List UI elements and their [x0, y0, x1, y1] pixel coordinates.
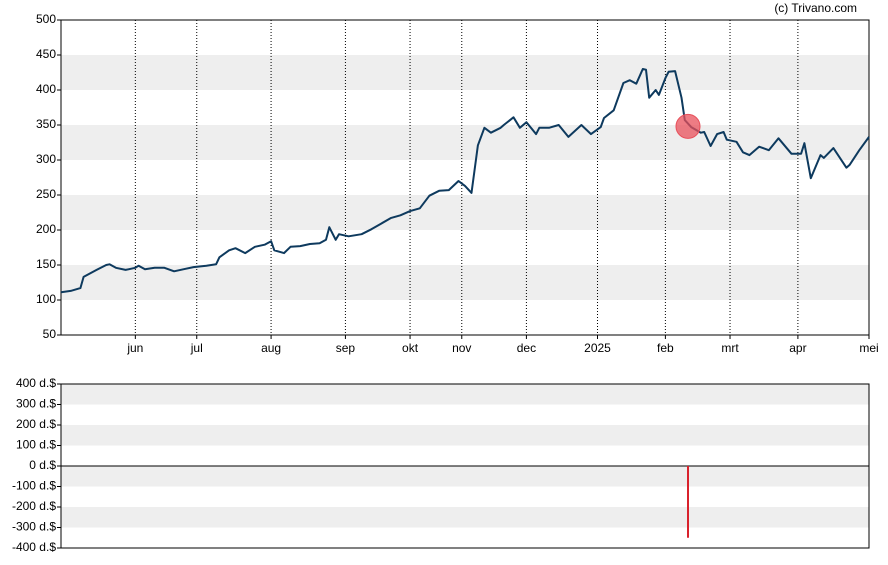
band: [61, 425, 869, 446]
x-tick-label: sep: [336, 341, 356, 355]
band: [61, 195, 869, 230]
y-tick-label: 350: [36, 117, 56, 131]
x-tick-label: nov: [452, 341, 471, 355]
y-tick-label: 200 d.$: [16, 417, 56, 431]
band: [61, 384, 869, 405]
y-tick-label: 150: [36, 257, 56, 271]
band: [61, 466, 869, 487]
y-tick-label: 450: [36, 47, 56, 61]
x-tick-label: feb: [657, 341, 674, 355]
band: [61, 55, 869, 90]
x-tick-label: jul: [190, 341, 203, 355]
x-tick-label: jun: [126, 341, 143, 355]
price-line: [60, 68, 870, 294]
x-tick-label: apr: [789, 341, 806, 355]
y-tick-label: -300 d.$: [12, 520, 56, 534]
y-tick-label: 250: [36, 187, 56, 201]
event-marker: [675, 113, 701, 139]
band: [61, 125, 869, 160]
y-tick-label: 50: [43, 327, 57, 341]
x-tick-label: okt: [402, 341, 419, 355]
y-tick-label: 200: [36, 222, 56, 236]
x-tick-label: dec: [517, 341, 536, 355]
y-tick-label: 300: [36, 152, 56, 166]
credit: (c) Trivano.com: [774, 1, 857, 15]
y-tick-label: -200 d.$: [12, 499, 56, 513]
y-tick-label: 400: [36, 82, 56, 96]
y-tick-label: 100: [36, 292, 56, 306]
plot-frame: [60, 19, 870, 336]
band: [61, 265, 869, 300]
y-tick-label: 100 d.$: [16, 438, 56, 452]
x-tick-label: mei: [859, 341, 878, 355]
bar: [687, 466, 690, 538]
y-tick-label: 400 d.$: [16, 376, 56, 390]
y-tick-label: 500: [36, 12, 56, 26]
y-tick-label: 300 d.$: [16, 397, 56, 411]
x-tick-label: 2025: [584, 341, 611, 355]
x-tick-label: aug: [261, 341, 281, 355]
x-tick-label: mrt: [721, 341, 739, 355]
y-tick-label: -400 d.$: [12, 540, 56, 554]
y-tick-label: -100 d.$: [12, 479, 56, 493]
y-tick-label: 0 d.$: [29, 458, 56, 472]
band: [61, 507, 869, 528]
